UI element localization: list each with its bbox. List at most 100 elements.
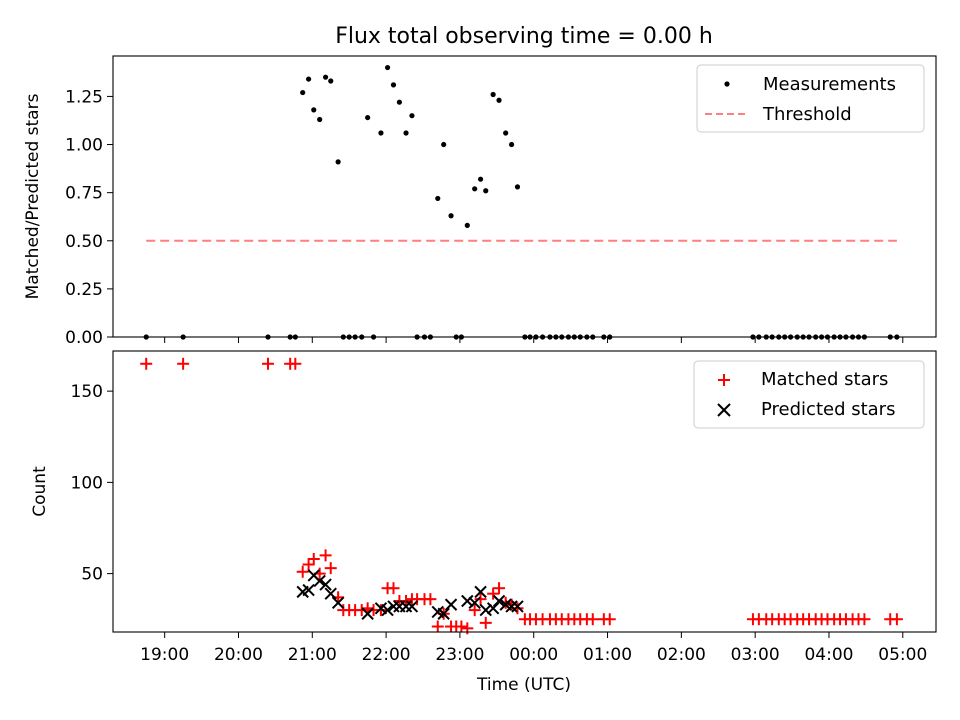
predicted-star-d2 xyxy=(324,587,337,600)
measurement-point xyxy=(464,222,470,228)
count-y-tick-label: 150 xyxy=(71,382,103,402)
predicted-star-marker xyxy=(302,583,315,597)
predicted-star-marker xyxy=(444,598,458,611)
predicted-star-d2 xyxy=(302,583,315,597)
predicted-star-d2 xyxy=(479,603,492,617)
count-x-tick-label: 20:00 xyxy=(214,645,263,665)
predicted-star-d2 xyxy=(313,574,326,588)
count-y-tick-label: 50 xyxy=(81,565,103,585)
predicted-star-d2 xyxy=(499,598,512,611)
matched-star-marker xyxy=(603,613,616,626)
predicted-star-d2 xyxy=(444,598,458,611)
count-legend: Matched stars Predicted stars xyxy=(693,360,925,429)
matched-star-marker xyxy=(493,582,506,595)
measurement-point xyxy=(472,186,478,192)
measurement-point xyxy=(483,188,489,194)
predicted-star-d2 xyxy=(474,585,487,599)
matched-star-marker xyxy=(296,565,309,578)
ratio-y-tick-label: 0.00 xyxy=(65,328,103,348)
predicted-star-d2 xyxy=(405,600,419,613)
measurement-point xyxy=(378,130,384,136)
predicted-star-marker xyxy=(405,600,419,613)
predicted-star-d2 xyxy=(361,607,374,620)
measurement-point xyxy=(409,113,415,119)
predicted-star-marker xyxy=(468,596,481,610)
matched-star-marker xyxy=(374,604,387,617)
predicted-star-marker xyxy=(511,600,524,613)
predicted-star-marker xyxy=(437,607,450,620)
predicted-star-d2 xyxy=(437,607,450,620)
measurement-point xyxy=(300,89,306,96)
measurement-point xyxy=(311,107,317,113)
figure-title: Flux total observing time = 0.00 h xyxy=(335,24,713,49)
measurement-point xyxy=(384,64,391,71)
ratio-panel: 0.00 0.25 0.50 0.75 1.00 1.25 Matched/Predict… xyxy=(23,55,937,348)
matched-star-marker xyxy=(400,594,413,607)
predicted-star-d2 xyxy=(374,602,388,615)
count-panel: 50 100 150 19:00 20:00 21:00 22:00 23:00 00:00 0… xyxy=(30,350,937,695)
measurement-point xyxy=(365,114,371,121)
matched-star-marker xyxy=(324,562,337,575)
predicted-star-d2 xyxy=(431,605,444,619)
matched-star-marker xyxy=(479,616,492,629)
predicted-star-marker xyxy=(331,596,345,610)
count-x-ticks: 19:00 20:00 21:00 22:00 23:00 00:00 01:00 02:00… xyxy=(140,632,927,665)
predicted-star-d2 xyxy=(468,596,481,610)
ratio-y-ticks: 0.00 0.25 0.50 0.75 1.00 1.25 xyxy=(65,87,113,348)
measurement-point xyxy=(317,116,323,123)
predicted-star-marker xyxy=(319,578,332,591)
matched-star-marker xyxy=(890,613,903,626)
ratio-legend: Measurements Threshold xyxy=(696,64,925,133)
count-x-tick-label: 21:00 xyxy=(288,645,337,665)
matched-star-marker xyxy=(361,602,374,615)
predicted-star-d2 xyxy=(319,578,332,591)
predicted-star-marker xyxy=(492,594,506,608)
matched-star-marker xyxy=(140,357,153,370)
count-y-axis-label: Count xyxy=(30,466,50,517)
matched-star-marker xyxy=(262,357,275,370)
measurement-point xyxy=(328,78,334,84)
count-legend-box xyxy=(693,360,925,429)
ratio-y-tick-label: 0.75 xyxy=(65,184,103,204)
legend-threshold-label: Threshold xyxy=(762,104,852,125)
measurement-point xyxy=(490,91,496,98)
predicted-star-marker xyxy=(505,600,518,613)
predicted-star-d2 xyxy=(492,594,506,608)
matched-star-marker xyxy=(387,582,400,595)
count-x-tick-label: 22:00 xyxy=(362,645,411,665)
predicted-star-d2 xyxy=(307,569,320,582)
predicted-star-d2 xyxy=(505,600,518,613)
count-y-ticks: 50 100 150 xyxy=(71,382,113,585)
count-x-tick-label: 02:00 xyxy=(657,645,706,665)
count-marks xyxy=(140,357,903,635)
matched-star-marker xyxy=(289,357,302,370)
matched-star-marker xyxy=(455,620,468,633)
ratio-y-tick-label: 1.00 xyxy=(65,136,103,156)
predicted-star-d2 xyxy=(387,600,400,613)
predicted-star-marker xyxy=(361,607,374,620)
count-x-tick-label: 05:00 xyxy=(878,645,927,665)
legend-dot-marker xyxy=(724,81,730,87)
matched-star-marker xyxy=(858,613,871,626)
predicted-star-marker xyxy=(381,603,394,617)
legend-plus-marker xyxy=(718,374,730,386)
count-x-tick-label: 19:00 xyxy=(140,645,189,665)
ratio-y-axis-label: Matched/Predicted stars xyxy=(23,93,43,299)
predicted-star-d2 xyxy=(381,603,394,617)
matched-star-marker xyxy=(431,620,444,633)
x-axis-label: Time (UTC) xyxy=(476,675,571,695)
predicted-star-marker xyxy=(479,603,492,617)
matched-star-marker xyxy=(487,587,500,600)
measurement-point xyxy=(441,141,447,148)
matched-star-marker xyxy=(177,357,190,370)
count-axes-frame xyxy=(112,350,937,633)
measurement-point xyxy=(477,176,484,182)
ratio-legend-box xyxy=(696,64,925,133)
predicted-star-d2 xyxy=(511,600,524,613)
measurement-point xyxy=(335,159,341,165)
measurement-point xyxy=(448,213,454,219)
legend-measurements-label: Measurements xyxy=(763,74,896,95)
predicted-star-d2 xyxy=(461,594,474,608)
predicted-star-marker xyxy=(324,587,337,600)
